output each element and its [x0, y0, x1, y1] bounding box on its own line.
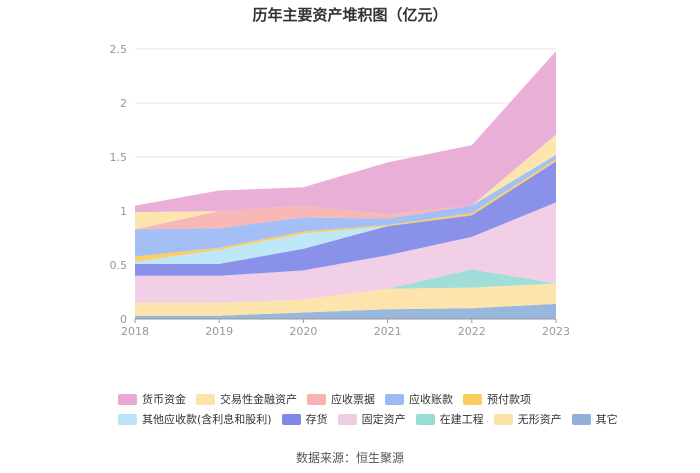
- area-series: [135, 202, 556, 303]
- legend-swatch: [118, 393, 137, 405]
- legend-swatch: [493, 413, 513, 425]
- legend-item[interactable]: 货币资金: [118, 391, 186, 407]
- legend-label: 交易性金融资产: [220, 393, 297, 406]
- legend-label: 固定资产: [361, 413, 406, 426]
- area-series: [135, 269, 556, 303]
- area-series: [135, 51, 556, 215]
- legend-label: 在建工程: [439, 413, 484, 426]
- area-series: [135, 154, 556, 257]
- legend-swatch: [196, 393, 215, 405]
- legend-swatch: [415, 413, 435, 425]
- stacked-area-chart: 0 0.5 1 1.5 2 2.5 2018 2019 2020 2021 2022 2023: [110, 43, 571, 338]
- y-tick-label: 2: [120, 97, 127, 110]
- legend-item[interactable]: 应收账款: [385, 391, 453, 407]
- legend-item[interactable]: 在建工程: [415, 411, 484, 427]
- legend-swatch: [385, 393, 404, 405]
- legend-swatch: [571, 413, 591, 425]
- legend-row: 其他应收款(含利息和股利) 存货 固定资产 在建工程 无形资产 其它: [118, 409, 638, 429]
- legend-item[interactable]: 其他应收款(含利息和股利): [118, 411, 272, 427]
- y-tick-label: 2.5: [110, 43, 128, 56]
- x-tick-label: 2018: [121, 325, 149, 338]
- legend-swatch: [337, 413, 357, 425]
- x-tick-label: 2020: [289, 325, 317, 338]
- area-series: [135, 134, 556, 230]
- legend-swatch: [118, 413, 137, 425]
- x-tick-label: 2019: [205, 325, 233, 338]
- area-series: [135, 303, 556, 319]
- legend-swatch: [307, 393, 326, 405]
- legend-swatch: [281, 413, 301, 425]
- legend-label: 应收票据: [331, 393, 375, 406]
- legend-item[interactable]: 固定资产: [337, 411, 406, 427]
- y-tick-label: 0: [120, 313, 127, 326]
- data-source: 数据来源：恒生聚源: [295, 451, 404, 465]
- legend-label: 存货: [305, 413, 328, 426]
- legend-item[interactable]: 无形资产: [493, 411, 562, 427]
- y-tick-label: 1: [120, 205, 127, 218]
- area-series: [135, 154, 556, 230]
- legend-item[interactable]: 交易性金融资产: [196, 391, 297, 407]
- y-tick-label: 1.5: [110, 151, 128, 164]
- legend-item[interactable]: 存货: [281, 411, 328, 427]
- legend-item[interactable]: 预付款项: [463, 391, 531, 407]
- area-series: [135, 161, 556, 276]
- legend-item[interactable]: 其它: [571, 411, 618, 427]
- legend-label: 其它: [595, 413, 618, 426]
- y-tick-label: 0.5: [110, 259, 128, 272]
- legend-row: 货币资金 交易性金融资产 应收票据 应收账款 预付款项: [118, 389, 638, 409]
- legend-label: 其他应收款(含利息和股利): [142, 413, 272, 426]
- legend-label: 货币资金: [142, 393, 186, 406]
- legend-label: 无形资产: [517, 413, 562, 426]
- legend-label: 预付款项: [487, 393, 531, 406]
- legend-swatch: [463, 393, 482, 405]
- legend-item[interactable]: 应收票据: [307, 391, 375, 407]
- legend-label: 应收账款: [409, 393, 453, 406]
- x-tick-label: 2023: [542, 325, 570, 338]
- chart-title: 历年主要资产堆积图（亿元）: [252, 6, 448, 24]
- area-series: [135, 283, 556, 316]
- x-tick-label: 2021: [374, 325, 402, 338]
- chart-legend: 货币资金 交易性金融资产 应收票据 应收账款 预付款项其他应收款(含利息和股利) 存货 固定…: [118, 389, 638, 429]
- x-tick-label: 2022: [458, 325, 486, 338]
